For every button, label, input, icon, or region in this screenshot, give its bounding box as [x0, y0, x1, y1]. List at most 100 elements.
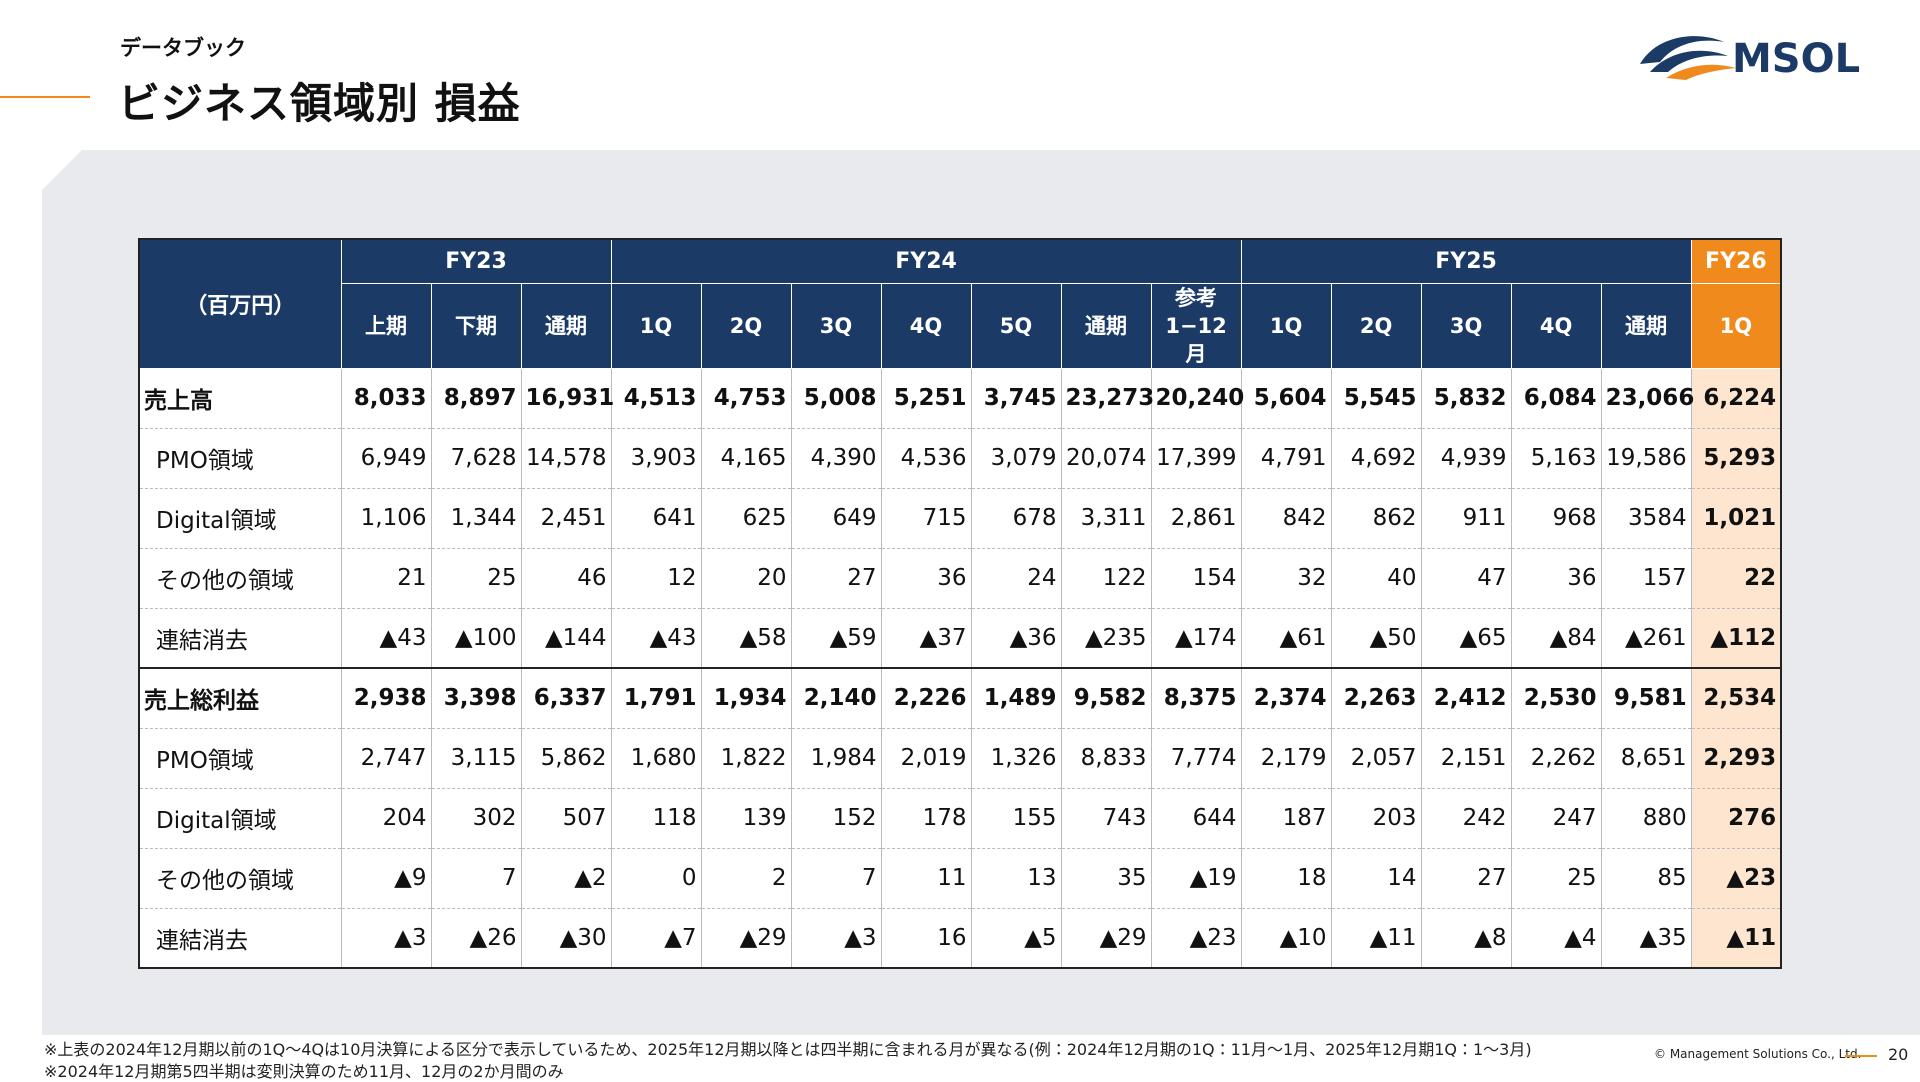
cell: 85 — [1600, 848, 1692, 909]
cell: 3,079 — [970, 428, 1062, 489]
cell: 1,791 — [610, 667, 702, 729]
cell: ▲43 — [610, 608, 702, 669]
cell: ▲30 — [520, 908, 612, 969]
row-label: 売上高 — [139, 368, 342, 429]
column-header: 1Q — [1690, 282, 1782, 369]
page-number: 20 — [1888, 1045, 1909, 1064]
cell: ▲59 — [790, 608, 882, 669]
cell: 23,066 — [1600, 368, 1694, 429]
cell: 36 — [1510, 548, 1602, 609]
cell: 276 — [1690, 788, 1782, 849]
cell: 2,140 — [790, 667, 882, 729]
cell: 1,489 — [970, 667, 1062, 729]
cell: 2,263 — [1330, 667, 1422, 729]
table-row: 売上総利益 2,938 3,398 6,337 1,791 1,934 2,140 2,226… — [139, 667, 1782, 729]
row-label: PMO領域 — [139, 428, 342, 489]
unit-label: （百万円） — [138, 238, 342, 369]
cell: ▲37 — [880, 608, 972, 669]
cell: 678 — [970, 488, 1062, 549]
cell: 14 — [1330, 848, 1422, 909]
cell: 5,251 — [880, 368, 972, 429]
cell: 2 — [700, 848, 792, 909]
cell: 302 — [430, 788, 521, 849]
cell: ▲11 — [1330, 908, 1422, 969]
cell: 1,344 — [430, 488, 521, 549]
cell: 247 — [1510, 788, 1602, 849]
cell: ▲29 — [700, 908, 792, 969]
cell: 641 — [610, 488, 702, 549]
cell: 2,293 — [1690, 728, 1782, 789]
cell: 968 — [1510, 488, 1602, 549]
cell: 21 — [340, 548, 431, 609]
table-row: 売上高 8,033 8,897 16,931 4,513 4,753 5,008 5,251 3… — [139, 368, 1782, 429]
cell: 743 — [1060, 788, 1152, 849]
cell: 4,939 — [1420, 428, 1512, 489]
cell: 3584 — [1600, 488, 1692, 549]
cell: 1,934 — [700, 667, 792, 729]
column-header: 4Q — [880, 282, 972, 369]
cell: 5,293 — [1690, 428, 1782, 489]
cell: 18 — [1240, 848, 1332, 909]
cell: 3,311 — [1060, 488, 1152, 549]
cell: 1,326 — [970, 728, 1062, 789]
cell: 842 — [1240, 488, 1332, 549]
footnote: ※2024年12月期第5四半期は変則決算のため11月、12月の2か月間のみ — [44, 1062, 564, 1081]
cell: 25 — [1510, 848, 1602, 909]
cell: ▲2 — [520, 848, 612, 909]
cell: ▲5 — [970, 908, 1062, 969]
column-header: 通期 — [520, 282, 612, 369]
cell: ▲100 — [430, 608, 521, 669]
cell: ▲11 — [1690, 908, 1782, 969]
cell: ▲3 — [340, 908, 431, 969]
row-label: Digital領域 — [139, 788, 342, 849]
cell: 118 — [610, 788, 702, 849]
cell: 1,822 — [700, 728, 792, 789]
cell: 20,240 — [1150, 368, 1244, 429]
cell: 4,692 — [1330, 428, 1422, 489]
cell: ▲9 — [340, 848, 431, 909]
table-row: その他の領域 21 25 46 12 20 27 36 24 122 154 32 40 47 36 157 2… — [139, 548, 1782, 609]
cell: 155 — [970, 788, 1062, 849]
column-header: 通期 — [1060, 282, 1152, 369]
subtitle: データブック — [120, 36, 246, 60]
cell: ▲4 — [1510, 908, 1602, 969]
cell: 6,224 — [1690, 368, 1782, 429]
cell: 2,412 — [1420, 667, 1512, 729]
cell: ▲19 — [1150, 848, 1242, 909]
cell: 17,399 — [1150, 428, 1242, 489]
group-header: FY25 — [1240, 238, 1692, 284]
cell: 5,832 — [1420, 368, 1512, 429]
cell: 2,451 — [520, 488, 612, 549]
cell: 154 — [1150, 548, 1242, 609]
cell: 11 — [880, 848, 972, 909]
column-header: 上期 — [340, 282, 432, 369]
cell: 4,165 — [700, 428, 792, 489]
cell: 1,984 — [790, 728, 882, 789]
cell: 2,057 — [1330, 728, 1422, 789]
cell: 3,903 — [610, 428, 702, 489]
cell: 5,545 — [1330, 368, 1422, 429]
cell: 2,151 — [1420, 728, 1512, 789]
column-header: 3Q — [790, 282, 882, 369]
cell: 46 — [520, 548, 612, 609]
cell: 36 — [880, 548, 972, 609]
cell: 862 — [1330, 488, 1422, 549]
cell: 7 — [790, 848, 882, 909]
cell: 2,262 — [1510, 728, 1602, 789]
cell: 6,337 — [520, 667, 612, 729]
cell: 23,273 — [1060, 368, 1154, 429]
cell: ▲26 — [430, 908, 521, 969]
cell: ▲235 — [1060, 608, 1152, 669]
cell: 880 — [1600, 788, 1692, 849]
footer-line — [1845, 1055, 1877, 1057]
column-header: 1Q — [1240, 282, 1332, 369]
cell: 8,033 — [340, 368, 431, 429]
column-header: 4Q — [1510, 282, 1602, 369]
cell: ▲144 — [520, 608, 612, 669]
cell: 2,374 — [1240, 667, 1332, 729]
cell: 8,833 — [1060, 728, 1152, 789]
cell: 8,897 — [430, 368, 521, 429]
cell: 203 — [1330, 788, 1422, 849]
cell: 3,398 — [430, 667, 521, 729]
cell: ▲61 — [1240, 608, 1332, 669]
